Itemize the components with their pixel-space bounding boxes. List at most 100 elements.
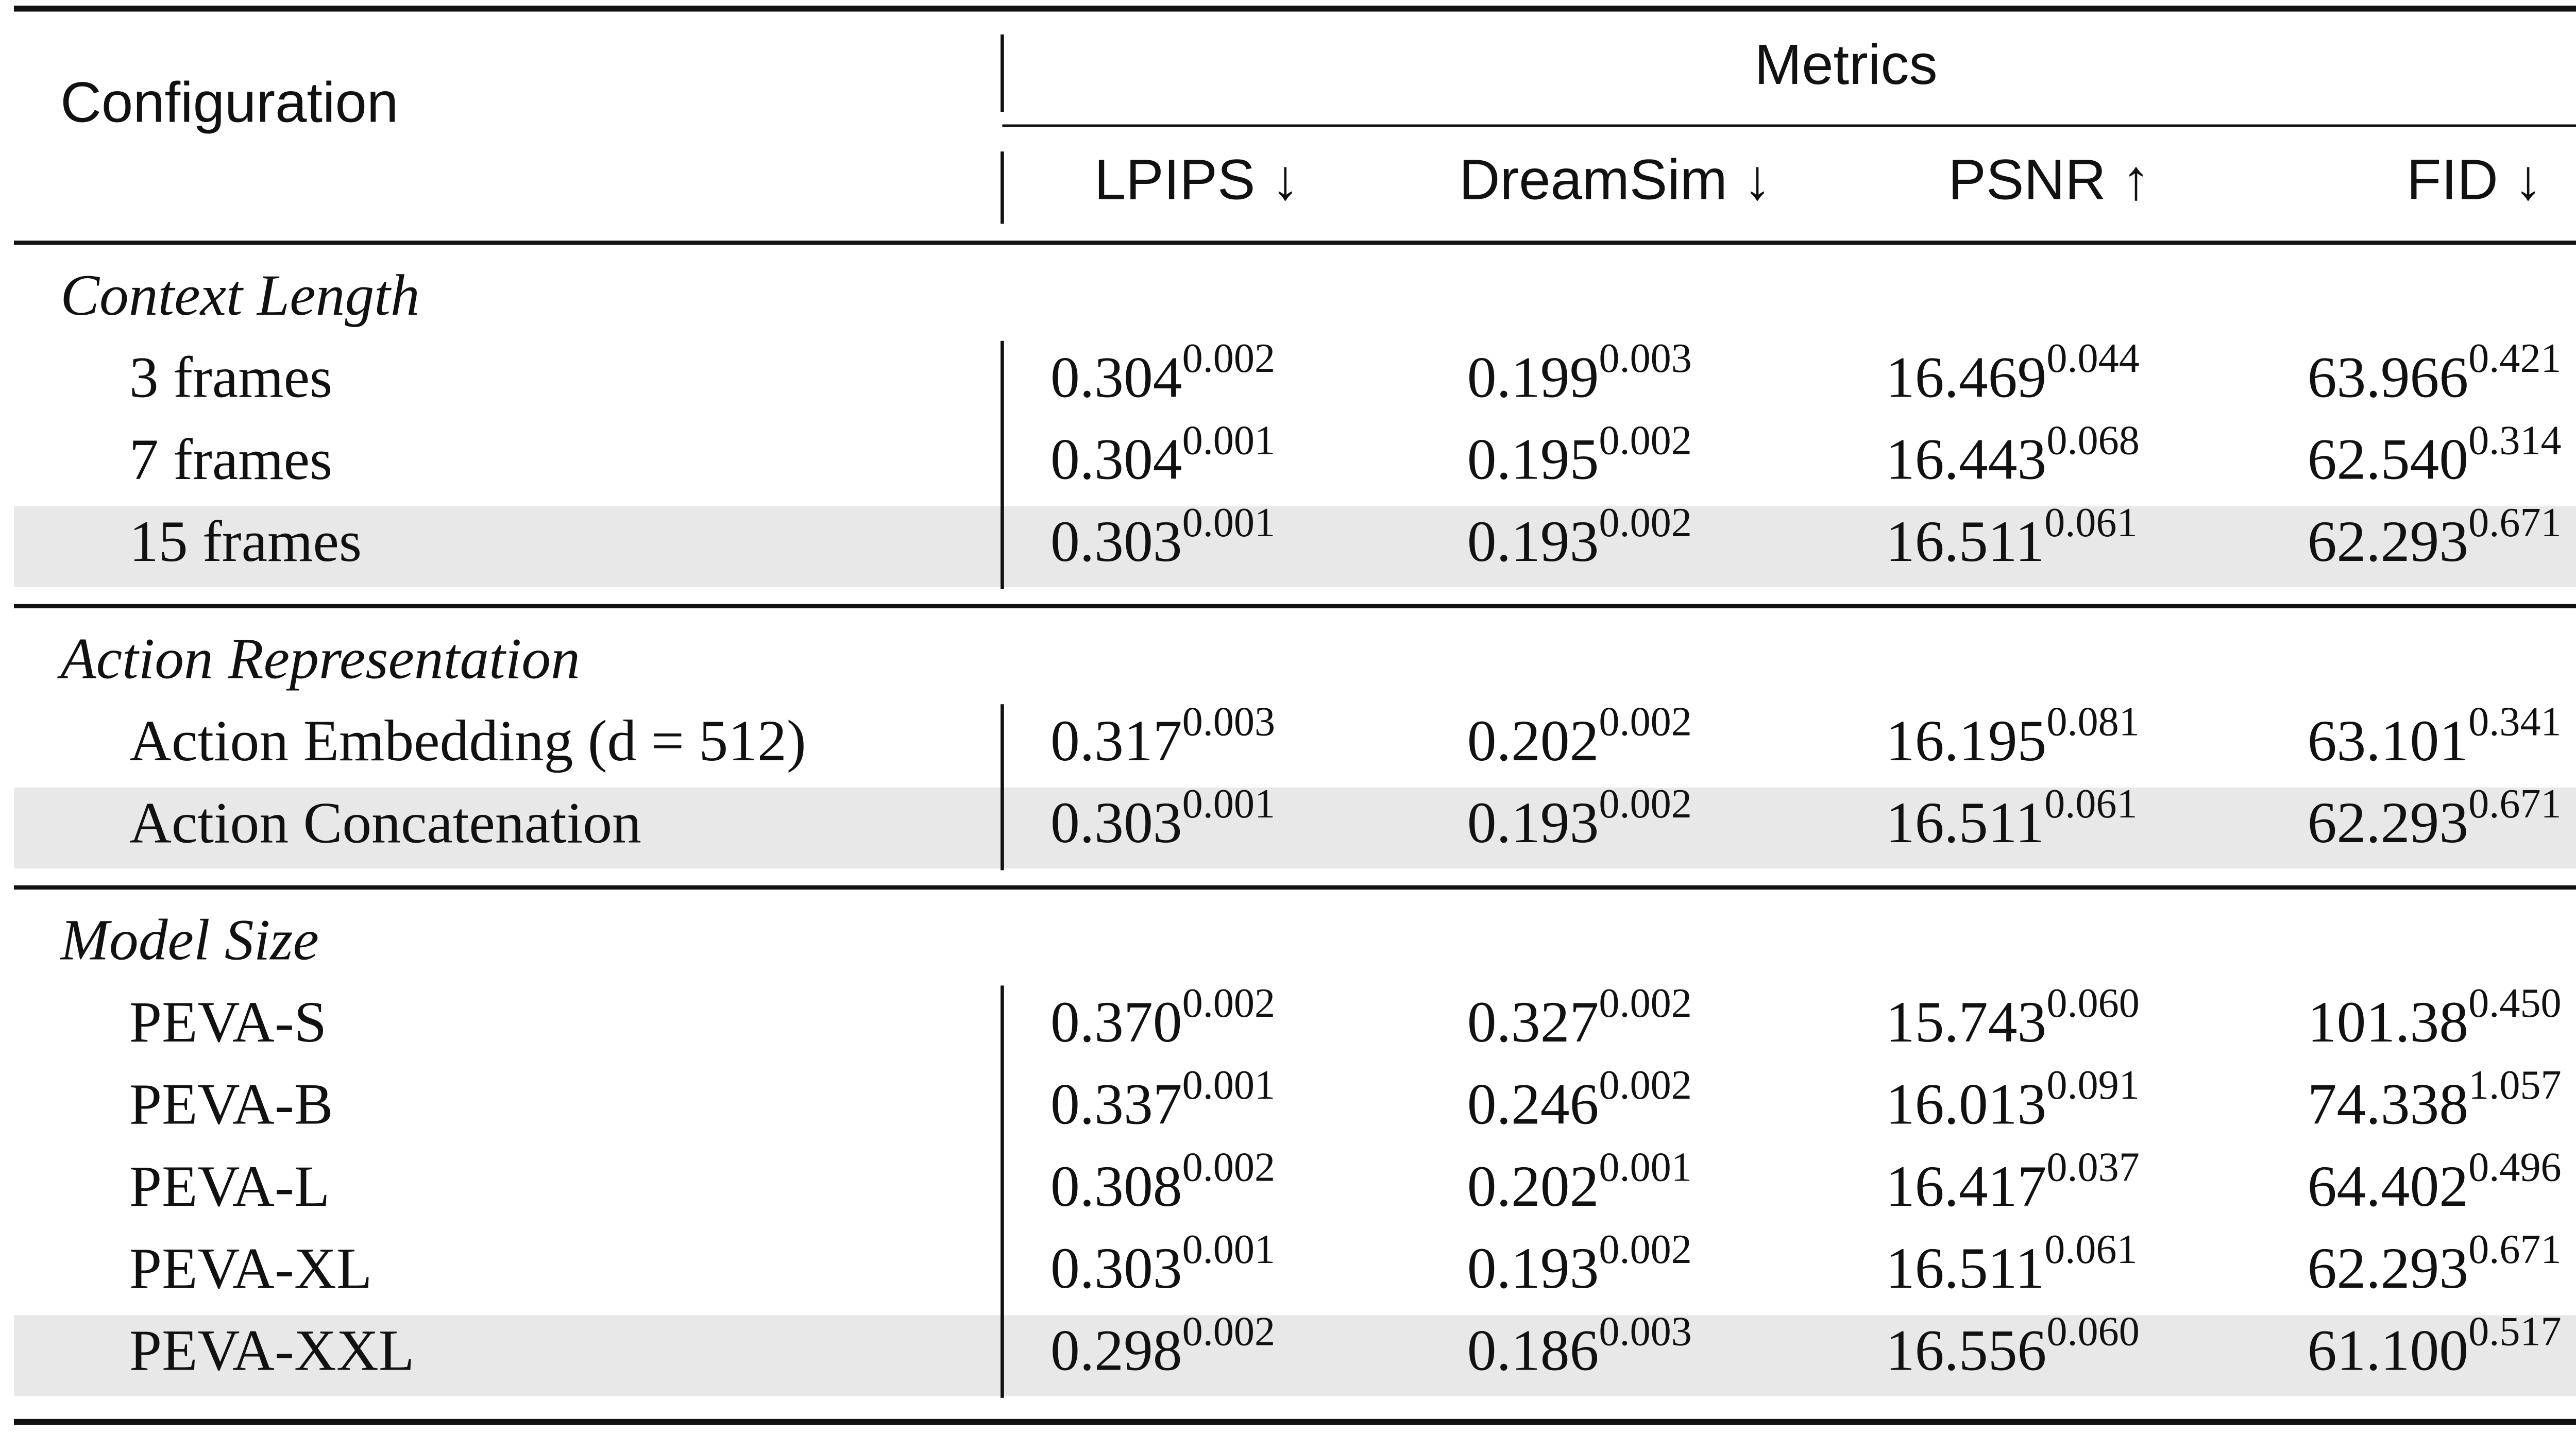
cell-std: 0.003 [1599, 336, 1691, 382]
row-label: Action Concatenation [129, 790, 641, 855]
cell: 16.1950.081 [1886, 699, 2140, 773]
cell-value: 64.402 [2308, 1154, 2468, 1219]
section-title: Model Size [59, 908, 319, 972]
cell-value: 62.293 [2308, 790, 2468, 855]
cell-std: 0.002 [1182, 981, 1275, 1026]
cell-std: 0.002 [1599, 418, 1691, 464]
cell: 0.2980.002 [1050, 1309, 1275, 1383]
cell-std: 0.314 [2468, 418, 2561, 464]
cell-value: 16.511 [1886, 790, 2044, 855]
cell-value: 0.303 [1050, 509, 1182, 574]
cell: 0.1860.003 [1467, 1309, 1692, 1383]
cell-std: 0.450 [2468, 981, 2561, 1026]
cell-value: 62.293 [2308, 509, 2468, 574]
cell-std: 0.001 [1182, 1227, 1275, 1272]
cell-value: 0.370 [1050, 989, 1182, 1054]
cell-value: 16.469 [1886, 345, 2046, 409]
cell-std: 0.003 [1182, 699, 1275, 745]
cell-std: 0.002 [1182, 1145, 1275, 1190]
cell-value: 61.100 [2308, 1318, 2468, 1383]
cell: 74.3381.057 [2308, 1063, 2562, 1137]
cell-value: 0.199 [1467, 345, 1599, 409]
cell: 16.5110.061 [1886, 1227, 2138, 1301]
column-header: FID ↓ [2406, 148, 2542, 212]
metrics-header: Metrics [1754, 33, 1937, 96]
cell-std: 0.002 [1182, 1309, 1275, 1355]
cell: 62.2930.671 [2308, 782, 2562, 856]
cell-std: 0.341 [2468, 699, 2561, 745]
cell-value: 16.443 [1886, 427, 2046, 492]
cell-std: 0.671 [2468, 500, 2561, 545]
cell: 0.3370.001 [1050, 1063, 1275, 1137]
cell: 0.3030.001 [1050, 782, 1275, 856]
cell-std: 0.002 [1599, 981, 1691, 1026]
cell-std: 0.671 [2468, 782, 2561, 827]
cell: 62.5400.314 [2308, 418, 2562, 492]
cell-value: 0.193 [1467, 1236, 1599, 1301]
cell: 0.1930.002 [1467, 782, 1692, 856]
cell: 16.4690.044 [1886, 336, 2140, 410]
cell-value: 0.193 [1467, 790, 1599, 855]
cell: 101.380.450 [2308, 981, 2562, 1054]
cell-value: 0.304 [1050, 427, 1182, 492]
cell-value: 0.195 [1467, 427, 1599, 492]
cell-value: 0.303 [1050, 790, 1182, 855]
section-title: Action Representation [57, 626, 580, 691]
cell-std: 0.002 [1599, 500, 1691, 545]
cell: 62.2930.671 [2308, 1227, 2562, 1301]
cell: 15.7430.060 [1886, 981, 2140, 1054]
section-title: Context Length [60, 263, 419, 328]
cell: 16.4170.037 [1886, 1145, 2140, 1219]
cell: 0.1930.002 [1467, 1227, 1692, 1301]
row-label: PEVA-L [129, 1154, 330, 1219]
cell: 62.2930.671 [2308, 500, 2562, 574]
cell-std: 0.060 [2046, 1309, 2139, 1355]
cell: 63.1010.341 [2308, 699, 2562, 773]
cell: 16.5110.061 [1886, 782, 2138, 856]
cell-std: 0.061 [2044, 1227, 2137, 1272]
column-header: DreamSim ↓ [1459, 148, 1772, 212]
cell-std: 0.001 [1599, 1145, 1691, 1190]
cell-std: 0.002 [1599, 782, 1691, 827]
row-label: 3 frames [129, 345, 332, 409]
row-label: PEVA-S [129, 989, 327, 1054]
cell: 16.5110.061 [1886, 500, 2138, 574]
row-label: 15 frames [129, 509, 362, 574]
cell-std: 0.001 [1182, 418, 1275, 464]
cell-value: 16.511 [1886, 1236, 2044, 1301]
cell: 64.4020.496 [2308, 1145, 2562, 1219]
cell-value: 0.186 [1467, 1318, 1599, 1383]
column-header: PSNR ↑ [1948, 148, 2150, 212]
cell-std: 0.081 [2046, 699, 2139, 745]
cell-value: 16.511 [1886, 509, 2044, 574]
cell-std: 0.061 [2044, 500, 2137, 545]
cell-value: 101.38 [2308, 989, 2468, 1054]
cell: 0.2020.001 [1467, 1145, 1692, 1219]
cell-std: 0.671 [2468, 1227, 2561, 1272]
cell: 16.0130.091 [1886, 1063, 2140, 1137]
cell-std: 0.068 [2046, 418, 2139, 464]
cell-std: 0.517 [2468, 1309, 2561, 1355]
cell-std: 0.001 [1182, 782, 1275, 827]
cell: 16.4430.068 [1886, 418, 2140, 492]
row-label: PEVA-B [129, 1071, 333, 1136]
column-header: LPIPS ↓ [1094, 148, 1299, 212]
cell: 0.2460.002 [1467, 1063, 1692, 1137]
cell-value: 0.298 [1050, 1318, 1182, 1383]
cell-std: 0.003 [1599, 1309, 1691, 1355]
row-label: Action Embedding (d = 512) [129, 708, 806, 773]
cell-value: 0.304 [1050, 345, 1182, 409]
cell-std: 0.421 [2468, 336, 2561, 382]
cell: 0.3030.001 [1050, 500, 1275, 574]
cell: 0.2020.002 [1467, 699, 1692, 773]
cell: 0.3040.001 [1050, 418, 1275, 492]
cell-std: 0.002 [1599, 1227, 1691, 1272]
cell-value: 0.246 [1467, 1071, 1599, 1136]
cell-value: 16.417 [1886, 1154, 2046, 1219]
cell: 63.9660.421 [2308, 336, 2562, 410]
row-highlight [14, 506, 2576, 588]
cell-value: 0.317 [1050, 708, 1182, 773]
cell-value: 74.338 [2308, 1071, 2468, 1136]
